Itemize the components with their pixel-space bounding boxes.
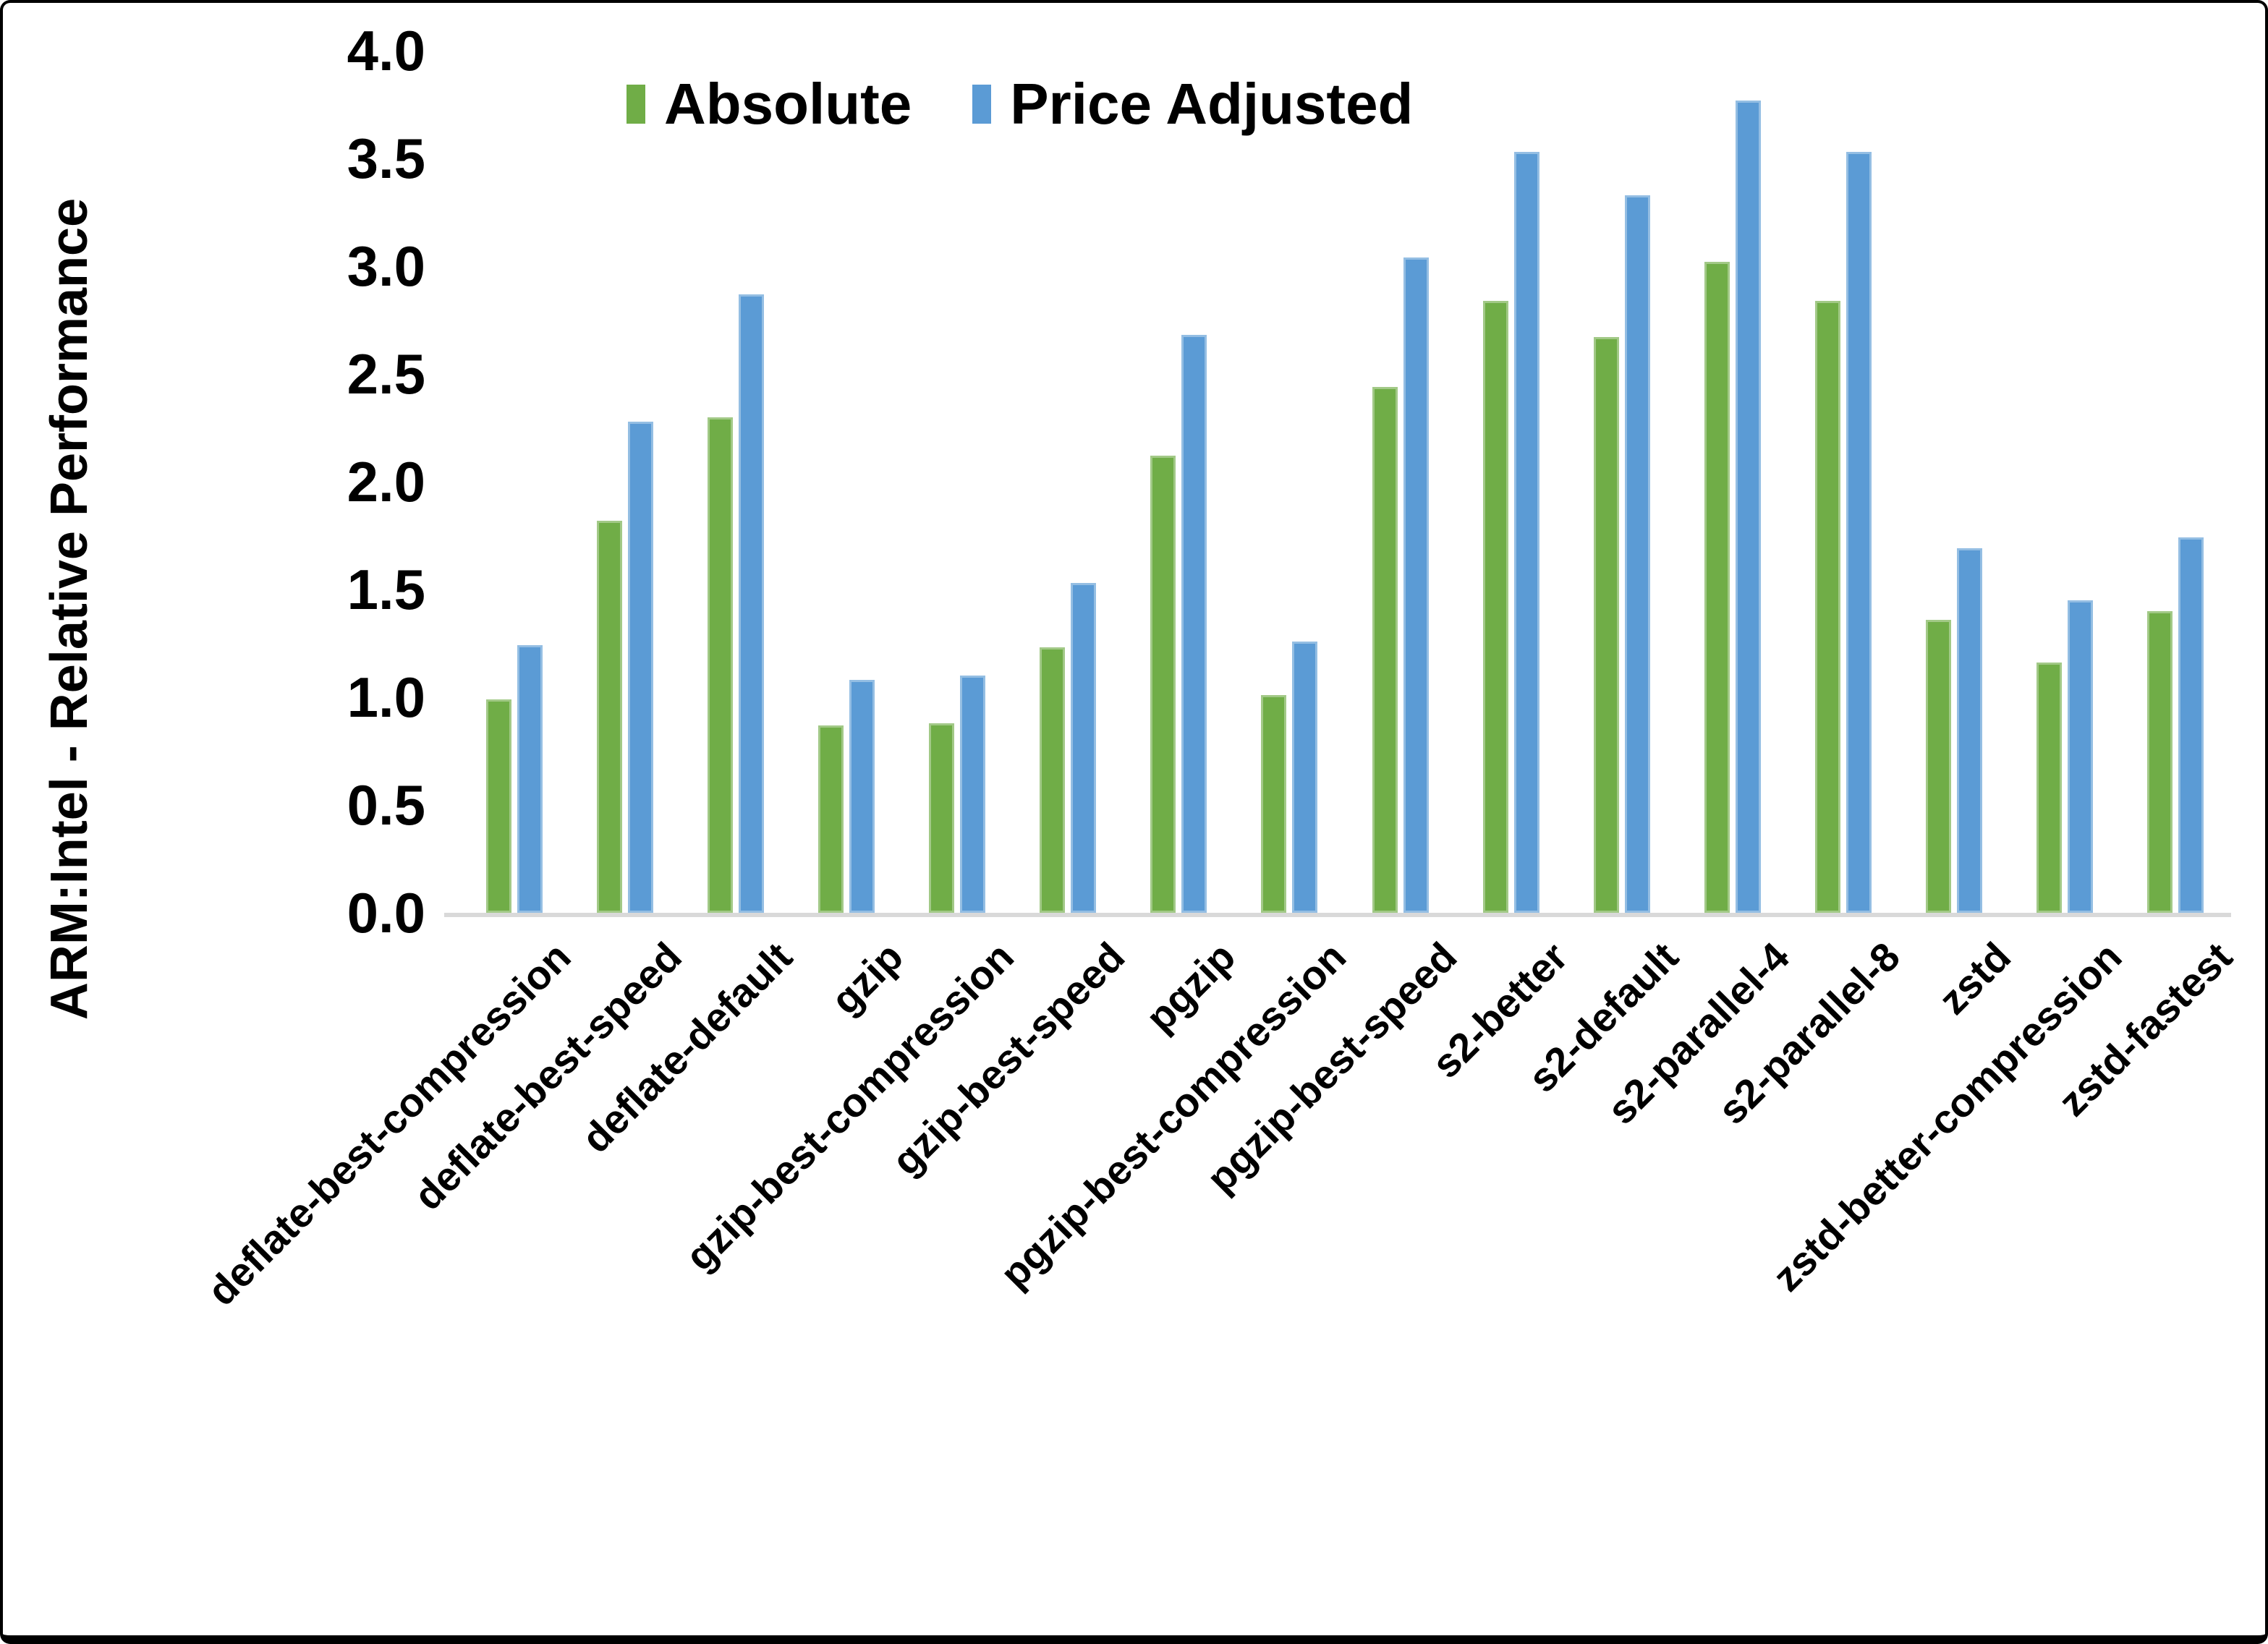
bar-price-adjusted (1957, 548, 1983, 913)
legend-label: Absolute (664, 72, 912, 136)
x-category-label: zstd (1929, 933, 2020, 1023)
y-tick-label: 2.5 (347, 342, 425, 406)
y-tick-label: 3.5 (347, 127, 425, 190)
bar-price-adjusted (849, 680, 875, 913)
bar-absolute (1926, 619, 1952, 913)
y-tick-label: 4.0 (347, 19, 425, 82)
legend-label: Price Adjusted (1010, 72, 1414, 136)
bar-price-adjusted (1292, 641, 1318, 913)
y-tick-label: 0.0 (347, 881, 425, 945)
bar-absolute (707, 417, 733, 913)
bar-absolute (1040, 647, 1066, 913)
bar-price-adjusted (1403, 257, 1429, 913)
y-tick-label: 3.0 (347, 234, 425, 298)
bar-absolute (1261, 695, 1287, 913)
legend-swatch-absolute (627, 85, 645, 124)
bar-price-adjusted (1735, 100, 1761, 913)
bar-absolute (1593, 337, 1619, 913)
bar-absolute (485, 699, 511, 913)
y-tick-label: 1.5 (347, 558, 425, 621)
bar-price-adjusted (1513, 152, 1539, 913)
bar-price-adjusted (627, 421, 653, 913)
bar-price-adjusted (1181, 335, 1207, 913)
y-tick-label: 0.5 (347, 773, 425, 837)
bar-price-adjusted (960, 676, 986, 913)
x-category-label: pgzip (1137, 933, 1244, 1041)
bar-absolute (929, 723, 955, 913)
legend: Absolute Price Adjusted (627, 75, 1413, 133)
bar-absolute (1482, 300, 1508, 913)
bar-price-adjusted (2068, 600, 2094, 913)
bar-absolute (1815, 300, 1841, 913)
bar-price-adjusted (738, 294, 764, 913)
bar-price-adjusted (1846, 152, 1872, 913)
legend-item-price-adjusted: Price Adjusted (972, 75, 1413, 133)
bar-absolute (2147, 610, 2173, 913)
bar-absolute (1150, 456, 1176, 913)
legend-swatch-price-adjusted (972, 85, 992, 124)
y-tick-label: 2.0 (347, 450, 425, 514)
bar-absolute (1372, 386, 1398, 913)
x-category-label: gzip (822, 933, 912, 1023)
bar-price-adjusted (1624, 195, 1650, 913)
bar-absolute (817, 725, 844, 913)
x-axis-line (444, 913, 2231, 917)
y-axis-title: ARM:Intel - Relative Performance (41, 197, 98, 1021)
bar-absolute (596, 520, 622, 913)
bar-price-adjusted (2178, 537, 2204, 913)
y-tick-label: 1.0 (347, 665, 425, 729)
bar-price-adjusted (517, 645, 543, 913)
legend-item-absolute: Absolute (627, 75, 912, 133)
bar-absolute (1704, 262, 1730, 913)
bar-absolute (2036, 663, 2063, 913)
bar-price-adjusted (1071, 583, 1097, 913)
